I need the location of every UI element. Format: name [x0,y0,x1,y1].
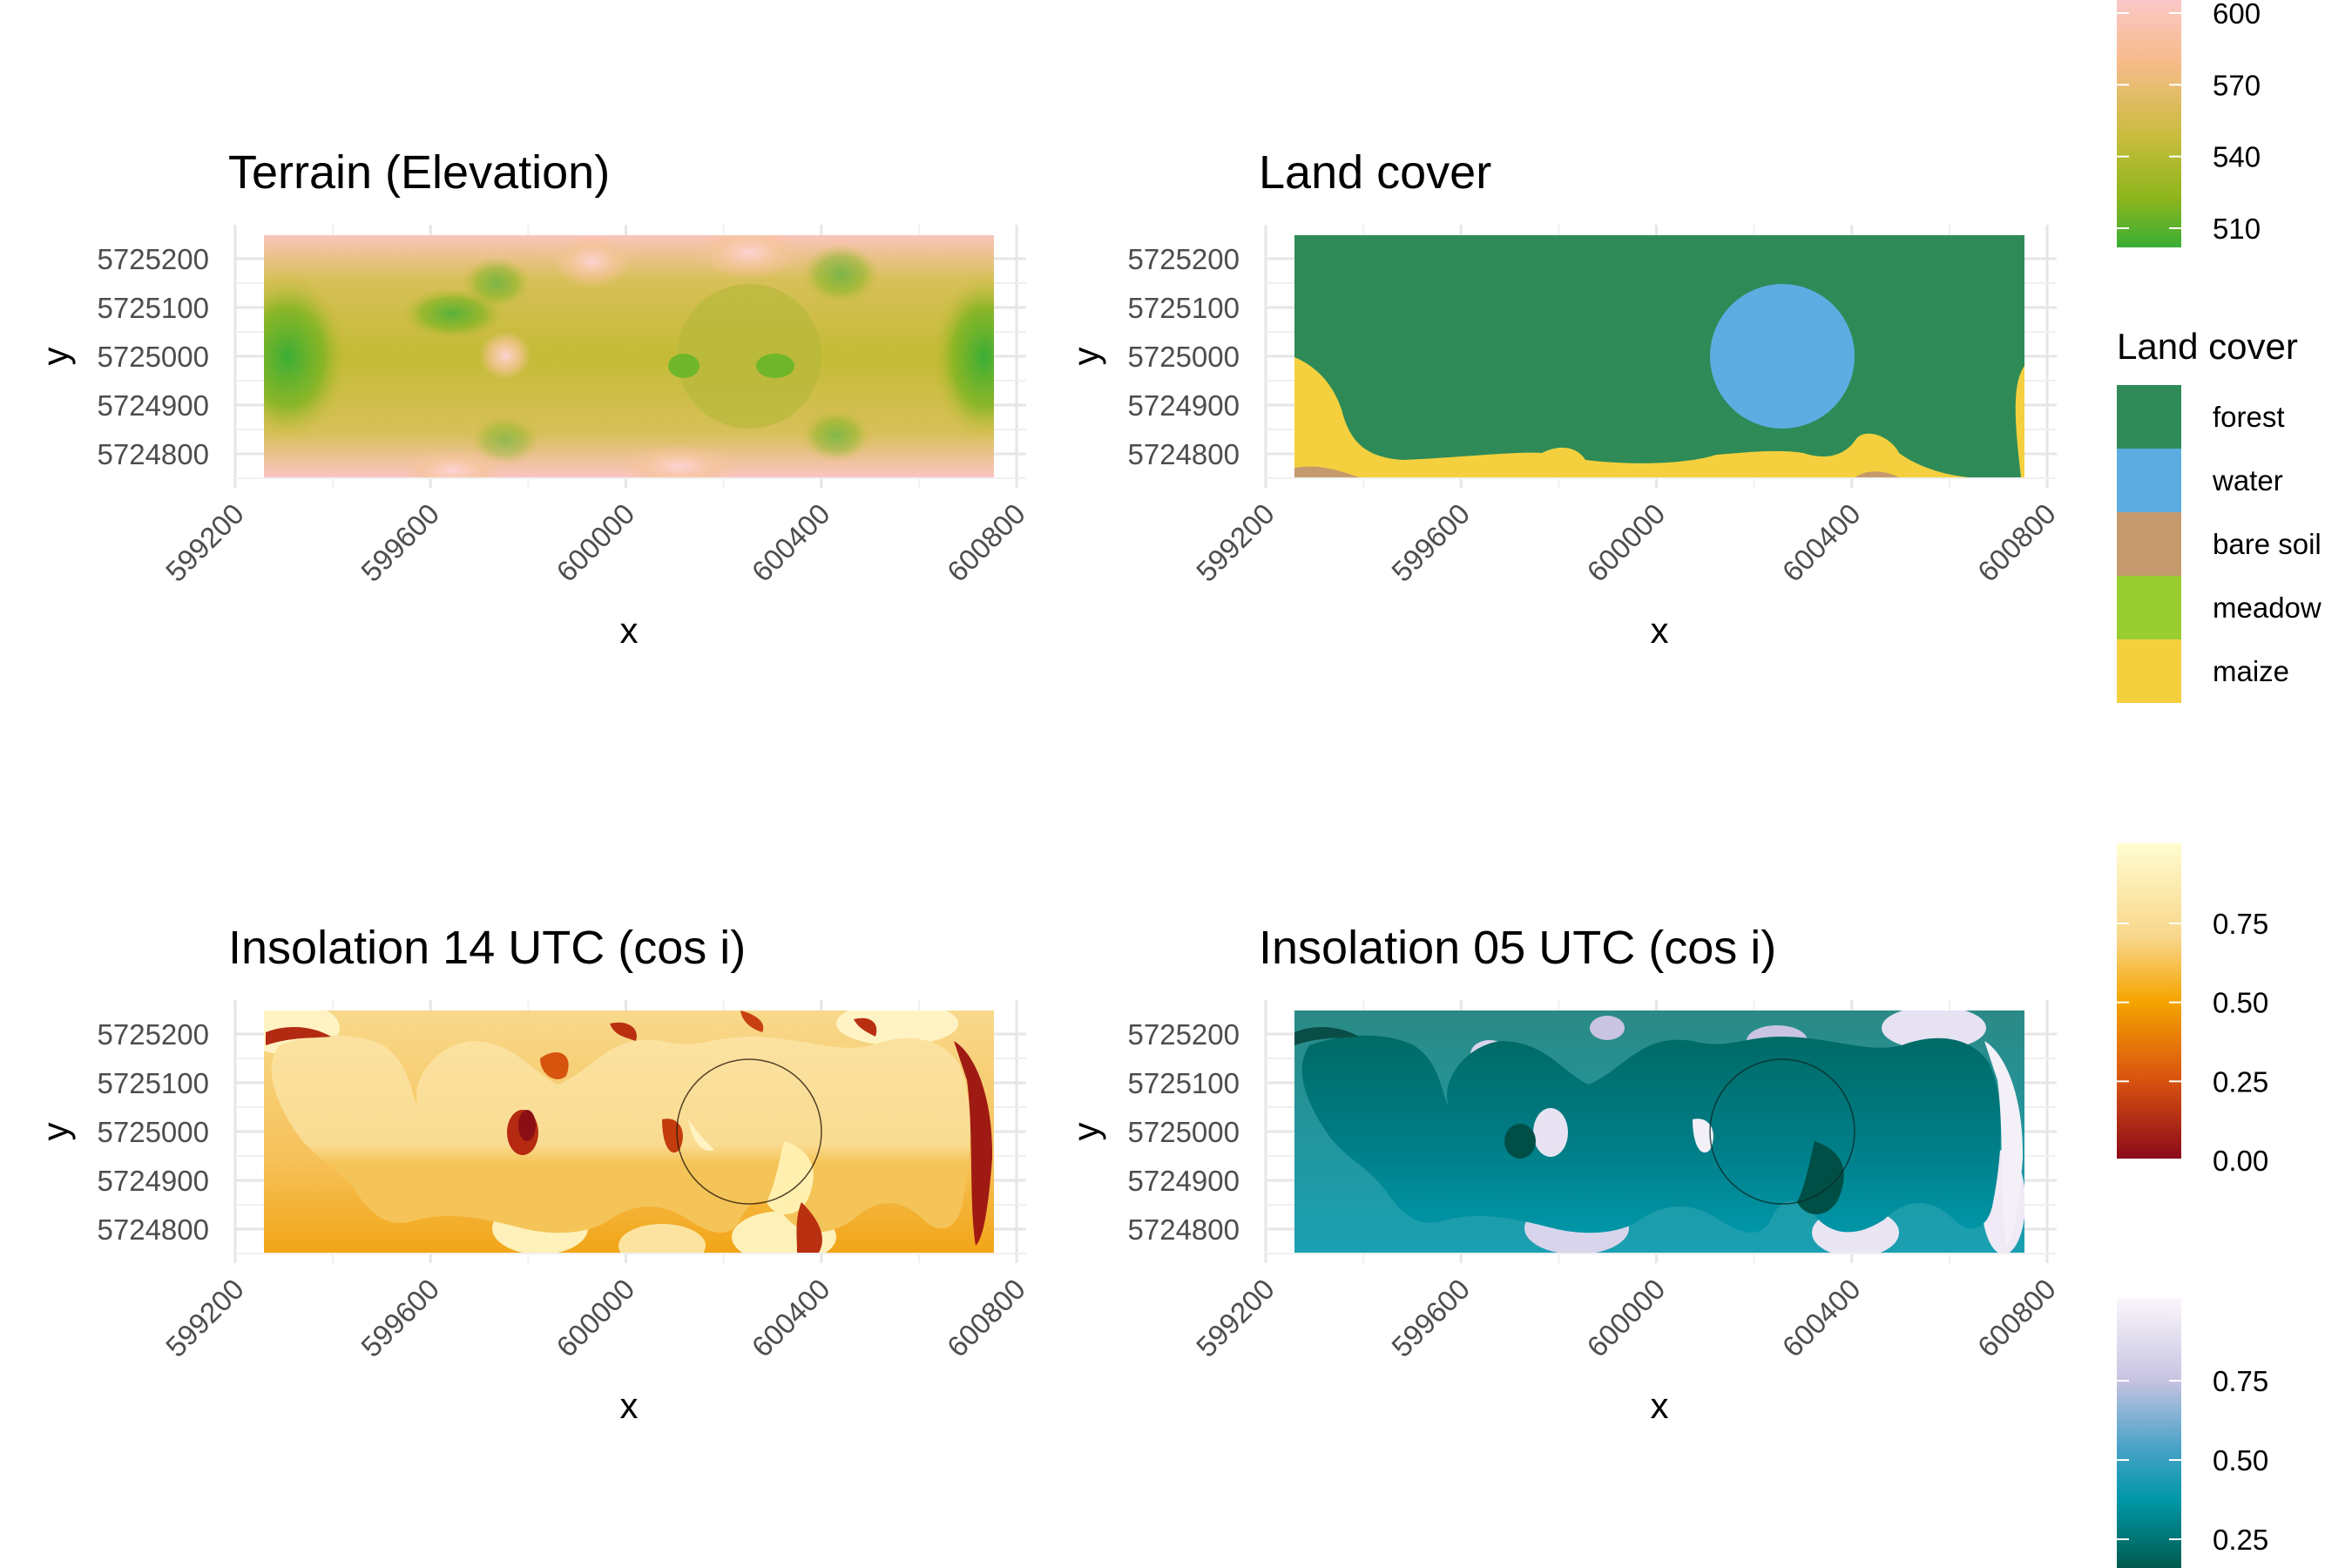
x-tick-label: 600000 [1580,1273,1671,1363]
panel-title: Insolation 05 UTC (cos i) [1259,922,1776,974]
y-axis-label: y [35,348,76,366]
insolation14-colorbar [2117,843,2181,1159]
y-tick-label: 5725000 [98,341,209,373]
y-tick-label: 5725200 [98,1018,209,1051]
colorbar-label: 570 [2213,69,2261,101]
x-tick-label: 600400 [1776,497,1867,588]
colorbar-label: 0.25 [2213,1065,2268,1098]
y-tick-label: 5725000 [98,1116,209,1148]
insolation05-colorbar [2117,1298,2181,1568]
y-axis-label: y [1065,1123,1106,1141]
y-tick-label: 5725200 [98,243,209,275]
y-tick-label: 5725000 [1128,1116,1240,1148]
legend-swatch [2117,385,2181,449]
y-tick-label: 5725000 [1128,341,1240,373]
x-tick-label: 599200 [159,497,250,588]
insolation05-legend: 0.75 0.50 0.25 [2117,1298,2268,1568]
landcover-raster [1294,235,2024,477]
y-tick-label: 5724900 [1128,389,1240,422]
legend-label: maize [2213,655,2289,687]
colorbar-label: 0.50 [2213,1444,2268,1477]
colorbar-label: 0.25 [2213,1524,2268,1556]
x-tick-label: 600800 [941,1273,1031,1363]
legend-label: bare soil [2213,528,2322,560]
x-tick-label: 600800 [1971,497,2062,588]
x-tick-label: 600000 [1580,497,1671,588]
y-tick-label: 5725100 [98,292,209,324]
legend-swatch [2117,512,2181,576]
elevation-colorbar [2117,0,2181,247]
y-tick-label: 5725200 [1128,243,1240,275]
x-tick-label: 600400 [1776,1273,1867,1363]
legend-swatch [2117,639,2181,703]
x-tick-label: 599200 [159,1273,250,1363]
y-tick-label: 5725100 [98,1067,209,1099]
x-tick-label: 599200 [1190,497,1281,588]
landcover-legend-title: Land cover [2117,326,2298,367]
x-tick-label: 599200 [1190,1273,1281,1363]
colorbar-label: 0.75 [2213,908,2268,940]
y-tick-label: 5724800 [1128,1213,1240,1246]
colorbar-label: 0.00 [2213,1145,2268,1177]
elevation-legend: 600 570 540 510 [2117,0,2261,247]
y-tick-label: 5725100 [1128,1067,1240,1099]
y-tick-label: 5724800 [1128,438,1240,470]
y-tick-label: 5725100 [1128,292,1240,324]
legend-label: meadow [2213,591,2322,624]
y-tick-label: 5724900 [98,389,209,422]
legend-swatch [2117,449,2181,512]
x-tick-label: 600800 [1971,1273,2062,1363]
x-axis-label: x [620,1385,639,1426]
colorbar-label: 600 [2213,0,2261,30]
y-tick-label: 5724800 [98,1213,209,1246]
landcover-legend: Land cover forest water bare soil meadow mai… [2117,326,2322,703]
y-tick-label: 5724900 [1128,1165,1240,1197]
terrain-raster [264,235,994,477]
x-tick-label: 599600 [1385,497,1476,588]
x-axis-label: x [1651,1385,1669,1426]
insolation14-legend: 0.75 0.50 0.25 0.00 [2117,843,2268,1177]
legend-label: forest [2213,401,2285,433]
legend-swatch [2117,576,2181,639]
x-tick-label: 599600 [355,497,445,588]
x-axis-label: x [620,610,639,651]
panel-title: Terrain (Elevation) [228,146,610,199]
y-tick-label: 5724900 [98,1165,209,1197]
y-tick-label: 5725200 [1128,1018,1240,1051]
x-tick-label: 600000 [550,1273,640,1363]
x-tick-label: 599600 [355,1273,445,1363]
x-tick-label: 599600 [1385,1273,1476,1363]
x-tick-label: 600000 [550,497,640,588]
x-tick-label: 600400 [746,497,836,588]
y-axis-label: y [1065,348,1106,366]
colorbar-label: 510 [2213,213,2261,245]
colorbar-label: 0.50 [2213,987,2268,1019]
x-tick-label: 600800 [941,497,1031,588]
panel-title: Land cover [1259,146,1491,199]
colorbar-label: 540 [2213,141,2261,173]
panel-title: Insolation 14 UTC (cos i) [228,922,746,974]
y-axis-label: y [35,1123,76,1141]
x-axis-label: x [1651,610,1669,651]
legend-label: water [2212,464,2283,497]
insolation05-raster [1294,1010,2024,1253]
x-tick-label: 600400 [746,1273,836,1363]
y-tick-label: 5724800 [98,438,209,470]
insolation14-raster [264,1010,994,1253]
colorbar-label: 0.75 [2213,1365,2268,1397]
